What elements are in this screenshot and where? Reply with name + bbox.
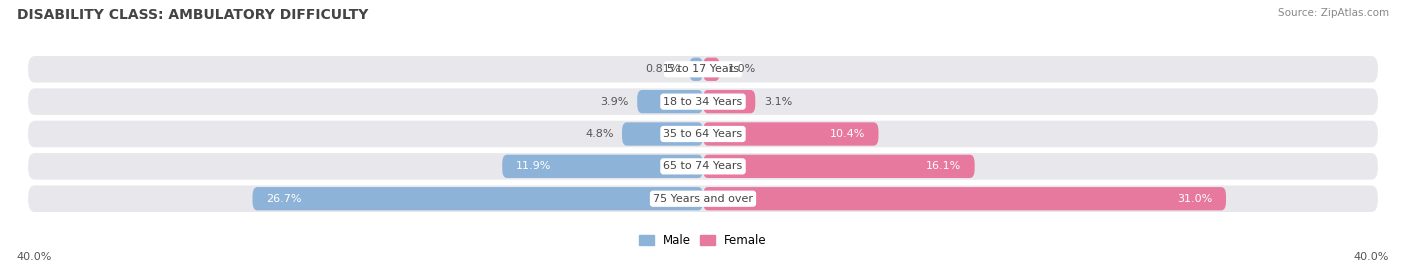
FancyBboxPatch shape [28, 56, 1378, 83]
Legend: Male, Female: Male, Female [634, 229, 772, 252]
Text: 26.7%: 26.7% [266, 194, 301, 204]
Text: DISABILITY CLASS: AMBULATORY DIFFICULTY: DISABILITY CLASS: AMBULATORY DIFFICULTY [17, 8, 368, 22]
Text: 65 to 74 Years: 65 to 74 Years [664, 161, 742, 171]
Text: 40.0%: 40.0% [17, 252, 52, 262]
FancyBboxPatch shape [28, 185, 1378, 212]
Text: 4.8%: 4.8% [585, 129, 613, 139]
FancyBboxPatch shape [28, 121, 1378, 147]
FancyBboxPatch shape [703, 58, 720, 81]
Text: 75 Years and over: 75 Years and over [652, 194, 754, 204]
FancyBboxPatch shape [637, 90, 703, 113]
FancyBboxPatch shape [689, 58, 703, 81]
FancyBboxPatch shape [703, 90, 755, 113]
Text: 31.0%: 31.0% [1177, 194, 1212, 204]
Text: 11.9%: 11.9% [516, 161, 551, 171]
FancyBboxPatch shape [703, 187, 1226, 210]
Text: 35 to 64 Years: 35 to 64 Years [664, 129, 742, 139]
FancyBboxPatch shape [703, 122, 879, 146]
Text: 0.81%: 0.81% [645, 64, 681, 74]
FancyBboxPatch shape [502, 155, 703, 178]
FancyBboxPatch shape [253, 187, 703, 210]
Text: 3.1%: 3.1% [763, 97, 792, 107]
FancyBboxPatch shape [28, 88, 1378, 115]
FancyBboxPatch shape [28, 153, 1378, 180]
Text: 10.4%: 10.4% [830, 129, 865, 139]
Text: 18 to 34 Years: 18 to 34 Years [664, 97, 742, 107]
FancyBboxPatch shape [703, 155, 974, 178]
Text: 1.0%: 1.0% [728, 64, 756, 74]
Text: 5 to 17 Years: 5 to 17 Years [666, 64, 740, 74]
Text: 3.9%: 3.9% [600, 97, 628, 107]
Text: Source: ZipAtlas.com: Source: ZipAtlas.com [1278, 8, 1389, 18]
Text: 40.0%: 40.0% [1354, 252, 1389, 262]
Text: 16.1%: 16.1% [927, 161, 962, 171]
FancyBboxPatch shape [621, 122, 703, 146]
